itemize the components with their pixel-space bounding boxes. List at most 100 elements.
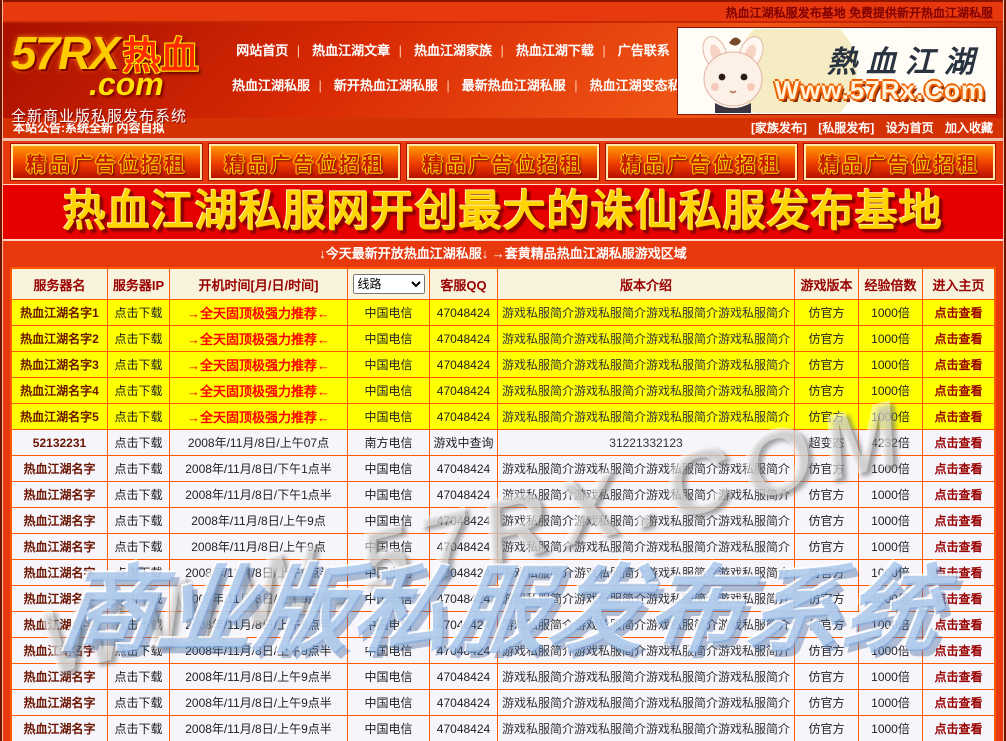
view-home-link[interactable]: 点击查看 bbox=[922, 299, 995, 326]
ad-slot-1[interactable]: 精品广告位招租 bbox=[9, 143, 204, 181]
download-link[interactable]: 点击下载 bbox=[107, 403, 170, 430]
table-row: 热血江湖名字 点击下载 2008年/11月/8日/上午9点半 中国电信 4704… bbox=[11, 689, 995, 716]
download-link[interactable]: 点击下载 bbox=[107, 533, 170, 560]
table-row: 热血江湖名字 点击下载 2008年/11月/8日/上午9点 中国电信 47048… bbox=[11, 507, 995, 534]
server-name-link[interactable]: 热血江湖名字 bbox=[11, 611, 108, 638]
download-link[interactable]: 点击下载 bbox=[107, 455, 170, 482]
download-link[interactable]: 点击下载 bbox=[107, 377, 170, 404]
server-name-link[interactable]: 热血江湖名字 bbox=[11, 637, 108, 664]
game-version-cell: 超变态 bbox=[794, 429, 859, 456]
view-home-link[interactable]: 点击查看 bbox=[922, 481, 995, 508]
download-link[interactable]: 点击下载 bbox=[107, 715, 170, 741]
download-link[interactable]: 点击下载 bbox=[107, 611, 170, 638]
site-logo[interactable]: 57RX 热血 .com 全新商业版私服发布系统 bbox=[11, 25, 236, 126]
view-home-link[interactable]: 点击查看 bbox=[922, 377, 995, 404]
nav-articles[interactable]: 热血江湖文章 bbox=[297, 43, 394, 58]
download-link[interactable]: 点击下载 bbox=[107, 585, 170, 612]
game-version-cell: 仿官方 bbox=[794, 403, 859, 430]
server-name-link[interactable]: 52132231 bbox=[11, 429, 108, 456]
server-name-link[interactable]: 热血江湖名字 bbox=[11, 507, 108, 534]
download-link[interactable]: 点击下载 bbox=[107, 481, 170, 508]
view-home-link[interactable]: 点击查看 bbox=[922, 637, 995, 664]
server-name-link[interactable]: 热血江湖名字 bbox=[11, 715, 108, 741]
ad-slot-3[interactable]: 精品广告位招租 bbox=[406, 143, 600, 181]
nav-latest-sifu[interactable]: 最新热血江湖私服 bbox=[446, 78, 569, 93]
family-publish-link[interactable]: [家族发布] bbox=[750, 121, 807, 135]
table-row: 热血江湖名字 点击下载 2008年/11月/8日/上午9点半 中国电信 4704… bbox=[11, 611, 995, 638]
table-row: 热血江湖名字 点击下载 2008年/11月/8日/上午9点半 中国电信 4704… bbox=[11, 637, 995, 664]
line-type-cell: 中国电信 bbox=[347, 455, 430, 482]
nav-bt-sifu[interactable]: 热血江湖变态私服 bbox=[574, 78, 697, 93]
ad-slot-2[interactable]: 精品广告位招租 bbox=[208, 143, 402, 181]
service-qq-cell: 47048424 bbox=[429, 403, 498, 430]
nav-ads-contact[interactable]: 广告联系 bbox=[602, 43, 673, 58]
add-favorite-link[interactable]: 加入收藏 bbox=[944, 121, 993, 135]
game-version-cell: 仿官方 bbox=[794, 585, 859, 612]
set-homepage-link[interactable]: 设为首页 bbox=[885, 121, 934, 135]
version-intro-cell: 游戏私服简介游戏私服简介游戏私服简介游戏私服简介 bbox=[497, 325, 795, 352]
server-name-link[interactable]: 热血江湖名字 bbox=[11, 585, 108, 612]
table-row: 热血江湖名字 点击下载 2008年/11月/8日/上午9点 中国电信 47048… bbox=[11, 533, 995, 560]
download-link[interactable]: 点击下载 bbox=[107, 351, 170, 378]
version-intro-cell: 游戏私服简介游戏私服简介游戏私服简介游戏私服简介 bbox=[497, 507, 795, 534]
nav-new-sifu[interactable]: 新开热血江湖私服 bbox=[318, 78, 441, 93]
server-name-link[interactable]: 热血江湖名字 bbox=[11, 533, 108, 560]
view-home-link[interactable]: 点击查看 bbox=[922, 689, 995, 716]
nav-download[interactable]: 热血江湖下载 bbox=[500, 43, 597, 58]
service-qq-cell: 游戏中查询 bbox=[429, 429, 498, 456]
nav-sifu[interactable]: 热血江湖私服 bbox=[232, 78, 311, 93]
view-home-link[interactable]: 点击查看 bbox=[922, 559, 995, 586]
view-home-link[interactable]: 点击查看 bbox=[922, 403, 995, 430]
server-name-link[interactable]: 热血江湖名字 bbox=[11, 689, 108, 716]
server-name-link[interactable]: 热血江湖名字4 bbox=[11, 377, 108, 404]
download-link[interactable]: 点击下载 bbox=[107, 689, 170, 716]
big-promo-banner[interactable]: 热血江湖私服网开创最大的诛仙私服发布基地 bbox=[3, 184, 1003, 241]
view-home-link[interactable]: 点击查看 bbox=[922, 611, 995, 638]
download-link[interactable]: 点击下载 bbox=[107, 299, 170, 326]
header-ad-banner[interactable]: 熱血江湖 Www.57Rx.Com bbox=[677, 27, 997, 115]
view-home-link[interactable]: 点击查看 bbox=[922, 533, 995, 560]
line-type-cell: 中国电信 bbox=[347, 507, 430, 534]
server-name-link[interactable]: 热血江湖名字5 bbox=[11, 403, 108, 430]
view-home-link[interactable]: 点击查看 bbox=[922, 429, 995, 456]
line-type-cell: 中国电信 bbox=[347, 351, 430, 378]
view-home-link[interactable]: 点击查看 bbox=[922, 351, 995, 378]
server-name-link[interactable]: 热血江湖名字 bbox=[11, 559, 108, 586]
server-name-link[interactable]: 热血江湖名字 bbox=[11, 455, 108, 482]
game-version-cell: 仿官方 bbox=[794, 559, 859, 586]
view-home-link[interactable]: 点击查看 bbox=[922, 663, 995, 690]
view-home-link[interactable]: 点击查看 bbox=[922, 715, 995, 741]
ad-slot-4[interactable]: 精品广告位招租 bbox=[604, 143, 798, 181]
table-row: 热血江湖名字2 点击下载 →全天固顶极强力推荐← 中国电信 47048424 游… bbox=[11, 325, 995, 352]
download-link[interactable]: 点击下载 bbox=[107, 637, 170, 664]
view-home-link[interactable]: 点击查看 bbox=[922, 585, 995, 612]
download-link[interactable]: 点击下载 bbox=[107, 663, 170, 690]
version-intro-cell: 游戏私服简介游戏私服简介游戏私服简介游戏私服简介 bbox=[497, 663, 795, 690]
line-type-cell: 南方电信 bbox=[347, 429, 430, 456]
mascot-rabbit-baby-icon bbox=[702, 36, 764, 113]
view-home-link[interactable]: 点击查看 bbox=[922, 455, 995, 482]
nav-family[interactable]: 热血江湖家族 bbox=[399, 43, 496, 58]
server-name-link[interactable]: 热血江湖名字 bbox=[11, 663, 108, 690]
sifu-publish-link[interactable]: [私服发布] bbox=[818, 121, 875, 135]
open-time-cell: 2008年/11月/8日/下午1点半 bbox=[169, 455, 348, 482]
view-home-link[interactable]: 点击查看 bbox=[922, 325, 995, 352]
line-type-cell: 中国电信 bbox=[347, 611, 430, 638]
download-link[interactable]: 点击下载 bbox=[107, 559, 170, 586]
download-link[interactable]: 点击下载 bbox=[107, 507, 170, 534]
server-name-link[interactable]: 热血江湖名字2 bbox=[11, 325, 108, 352]
download-link[interactable]: 点击下载 bbox=[107, 325, 170, 352]
server-name-link[interactable]: 热血江湖名字3 bbox=[11, 351, 108, 378]
ad-slot-5[interactable]: 精品广告位招租 bbox=[802, 143, 997, 181]
open-time-cell: 2008年/11月/8日/上午9点半 bbox=[169, 585, 348, 612]
nav-home[interactable]: 网站首页 bbox=[236, 43, 289, 58]
server-name-link[interactable]: 热血江湖名字 bbox=[11, 481, 108, 508]
line-type-cell: 中国电信 bbox=[347, 325, 430, 352]
version-intro-cell: 游戏私服简介游戏私服简介游戏私服简介游戏私服简介 bbox=[497, 637, 795, 664]
view-home-link[interactable]: 点击查看 bbox=[922, 507, 995, 534]
server-name-link[interactable]: 热血江湖名字1 bbox=[11, 299, 108, 326]
line-type-cell: 中国电信 bbox=[347, 481, 430, 508]
line-select[interactable]: 线路 bbox=[352, 274, 425, 294]
service-qq-cell: 47048424 bbox=[429, 351, 498, 378]
download-link[interactable]: 点击下载 bbox=[107, 429, 170, 456]
